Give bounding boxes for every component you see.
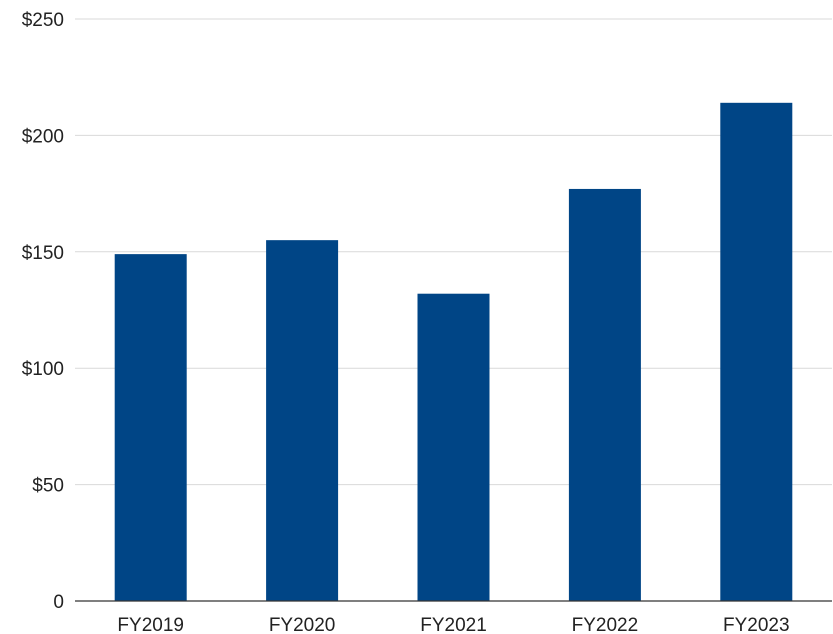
bar-fy2020 [266, 240, 339, 601]
y-tick-label: $200 [22, 126, 64, 147]
bar-fy2023 [720, 102, 793, 602]
y-tick-label: $50 [32, 476, 64, 497]
bars [114, 102, 793, 602]
y-tick-label: 0 [53, 592, 64, 613]
bar-fy2019 [114, 254, 187, 602]
x-tick-label: FY2022 [572, 615, 639, 634]
y-axis-tick-labels: 0 $50 $100 $150 $200 $250 [22, 10, 64, 613]
y-tick-label: $150 [22, 243, 64, 264]
x-tick-label: FY2020 [269, 615, 336, 634]
y-tick-label: $250 [22, 10, 64, 31]
y-tick-label: $100 [22, 359, 64, 380]
grid-lines [75, 18, 832, 486]
x-tick-label: FY2019 [117, 615, 184, 634]
x-tick-label: FY2023 [723, 615, 790, 634]
bar-fy2021 [417, 293, 490, 601]
x-axis-tick-labels: FY2019 FY2020 FY2021 FY2022 FY2023 [117, 615, 789, 634]
bar-fy2022 [568, 188, 641, 601]
x-tick-label: FY2021 [420, 615, 487, 634]
